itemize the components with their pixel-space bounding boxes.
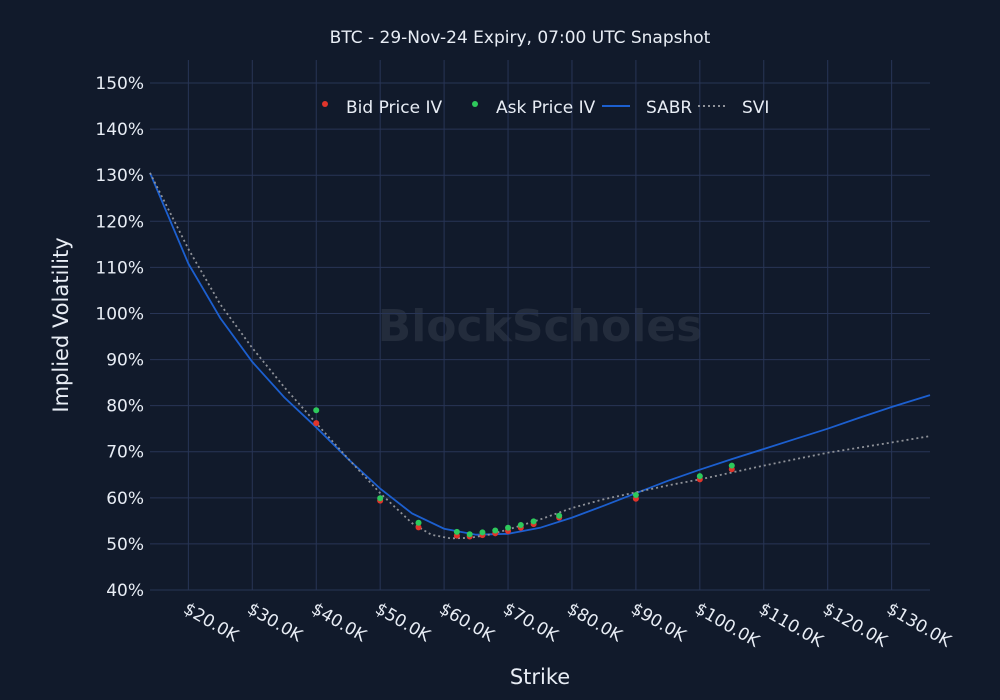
legend-item-sabr[interactable]: SABR xyxy=(602,98,692,118)
legend-swatch-ask-price-iv xyxy=(472,101,478,107)
ask-price-iv-point xyxy=(453,528,460,535)
chart-legend[interactable]: Bid Price IV Ask Price IV SABR SVI xyxy=(322,98,769,118)
y-tick-label: 100% xyxy=(95,304,144,324)
bid-price-iv-point xyxy=(415,524,422,531)
legend-item-ask-price-iv[interactable]: Ask Price IV xyxy=(472,98,596,118)
y-tick-label: 60% xyxy=(106,489,144,509)
points-layer xyxy=(313,407,735,540)
ask-price-iv-point xyxy=(492,527,499,534)
sabr-line xyxy=(149,172,931,536)
y-tick-label: 140% xyxy=(95,120,144,140)
ask-price-iv-point xyxy=(728,462,735,469)
legend-label-bid-price-iv: Bid Price IV xyxy=(346,98,442,118)
ask-price-iv-point xyxy=(505,524,512,531)
y-tick-label: 120% xyxy=(95,212,144,232)
ask-price-iv-point xyxy=(377,495,384,502)
y-tick-label: 130% xyxy=(95,166,144,186)
y-tick-label: 150% xyxy=(95,74,144,94)
legend-label-svi: SVI xyxy=(742,98,769,118)
y-tick-label: 110% xyxy=(95,258,144,278)
chart-title: BTC - 29-Nov-24 Expiry, 07:00 UTC Snapsh… xyxy=(330,28,711,48)
y-axis-title: Implied Volatility xyxy=(49,237,73,412)
legend-item-bid-price-iv[interactable]: Bid Price IV xyxy=(322,98,442,118)
ask-price-iv-point xyxy=(313,407,320,414)
svi-line xyxy=(149,172,931,540)
series-layer xyxy=(149,172,931,540)
ask-price-iv-point xyxy=(415,519,422,526)
ask-price-iv-point xyxy=(466,531,473,538)
ask-price-iv-point xyxy=(517,522,524,529)
legend-label-ask-price-iv: Ask Price IV xyxy=(496,98,596,118)
x-axis-title: Strike xyxy=(510,665,570,689)
y-tick-label: 90% xyxy=(106,351,144,371)
y-tick-label: 70% xyxy=(106,443,144,463)
legend-swatch-bid-price-iv xyxy=(322,101,328,107)
y-tick-label: 50% xyxy=(106,535,144,555)
ask-price-iv-point xyxy=(479,529,486,536)
ask-price-iv-point xyxy=(556,512,563,519)
y-tick-label: 40% xyxy=(106,581,144,601)
y-tick-label: 80% xyxy=(106,397,144,417)
bid-price-iv-point xyxy=(313,420,320,427)
ask-price-iv-point xyxy=(632,492,639,499)
legend-label-sabr: SABR xyxy=(646,98,692,118)
legend-item-svi[interactable]: SVI xyxy=(698,98,769,118)
watermark-text: BlockScholes xyxy=(378,301,703,352)
y-tick-labels: 40% 50% 60% 70% 80% 90% 100% 110% 120% 130% 140% 15… xyxy=(95,74,144,601)
ask-price-iv-point xyxy=(696,473,703,480)
ask-price-iv-point xyxy=(530,518,537,525)
